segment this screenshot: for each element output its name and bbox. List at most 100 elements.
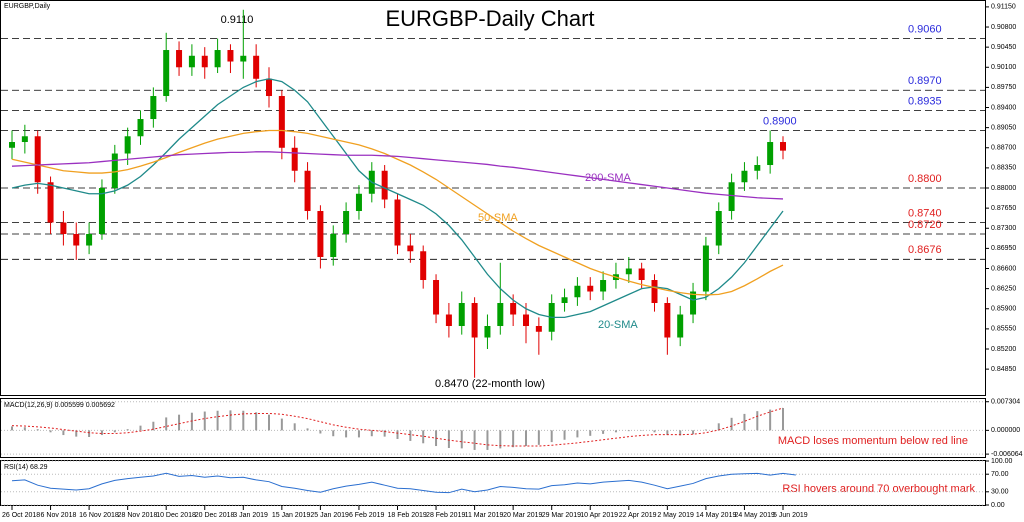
candle-body (715, 211, 722, 246)
candle-body (458, 303, 465, 327)
candle-body (625, 268, 632, 275)
x-tick-label: 10 Apr 2019 (580, 512, 618, 519)
x-tick-label: 22 Apr 2019 (619, 512, 657, 519)
y-tick-label: 0.84850 (991, 366, 1016, 373)
candle-body (433, 280, 440, 315)
y-tick-label: 0.86950 (991, 245, 1016, 252)
candle-body (523, 314, 529, 327)
y-tick-label: 30.00 (991, 489, 1009, 496)
high-annotation: 0.9110 (221, 14, 254, 26)
y-tick-label: 0.88000 (991, 185, 1016, 192)
series-label: 20-SMA (598, 319, 638, 331)
level-label: 0.8935 (908, 95, 942, 107)
candle-body (510, 303, 517, 315)
candle-body (690, 291, 697, 315)
candle-body (355, 193, 362, 212)
candle-body (21, 136, 28, 143)
candle-body (780, 142, 786, 151)
y-tick-label: 0.000000 (991, 427, 1020, 434)
level-label: 0.8970 (908, 75, 942, 87)
x-tick-label: 3 Jan 2019 (233, 512, 268, 519)
candle-body (574, 285, 581, 298)
sma-line (11, 129, 784, 296)
x-tick-label: 6 Feb 2019 (349, 512, 385, 519)
candle-body (34, 136, 41, 183)
series-label: 50-SMA (478, 212, 518, 224)
candle-body (561, 297, 568, 304)
candle-body (381, 170, 388, 200)
candle-body (330, 234, 337, 258)
candle-body (60, 222, 67, 235)
candle-body (47, 182, 54, 223)
sma-line (11, 151, 784, 200)
candle-body (188, 55, 195, 68)
x-tick-label: 24 May 2019 (734, 512, 775, 519)
candle-body (664, 303, 671, 338)
y-tick-label: -0.006064 (991, 451, 1023, 458)
y-tick-label: 0.007304 (991, 399, 1020, 406)
candle-body (407, 245, 414, 252)
symbol-header: EURGBP,Daily (4, 3, 51, 10)
candle-body (600, 280, 607, 292)
x-tick-label: 2 May 2019 (657, 512, 694, 519)
y-tick-label: 0.88700 (991, 145, 1016, 152)
series-label: 200-SMA (585, 172, 632, 184)
candle-body (754, 165, 761, 171)
candle-body (240, 55, 247, 62)
candle-body (741, 170, 748, 183)
candle-body (638, 268, 645, 281)
candle-body (587, 285, 594, 292)
x-tick-label: 14 May 2019 (696, 512, 737, 519)
y-tick-label: 0.89050 (991, 124, 1016, 131)
y-tick-label: 0.91150 (991, 4, 1016, 11)
level-label: 0.8900 (763, 115, 797, 127)
candle-body (497, 303, 504, 327)
candle-body (471, 303, 478, 338)
candle-body (9, 142, 15, 148)
y-tick-label: 0.90800 (991, 24, 1016, 31)
candle-body (317, 211, 324, 258)
candle-body (150, 96, 157, 120)
candle-body (728, 182, 735, 212)
rsi-note: RSI hovers around 70 overbought mark (782, 483, 975, 495)
y-tick-label: 0.87300 (991, 225, 1016, 232)
candle-body (677, 314, 684, 338)
level-label: 0.9060 (908, 23, 942, 35)
level-label: 0.8740 (908, 207, 942, 219)
y-tick-label: 0.89750 (991, 84, 1016, 91)
x-tick-label: 25 Jan 2019 (310, 512, 349, 519)
x-tick-label: 18 Feb 2019 (388, 512, 427, 519)
candle-body (304, 170, 311, 212)
candle-body (535, 326, 542, 332)
x-tick-label: 6 Nov 2018 (41, 512, 77, 519)
macd-panel (0, 398, 986, 458)
x-tick-label: 28 Nov 2018 (118, 512, 158, 519)
candle-body (98, 188, 105, 235)
candle-body (278, 96, 285, 148)
candle-body (484, 326, 491, 338)
level-label: 0.8720 (908, 219, 942, 231)
main-panel (0, 0, 986, 396)
candle-body (253, 55, 260, 79)
candle-body (111, 153, 118, 189)
low-annotation: 0.8470 (22-month low) (435, 378, 545, 390)
chart-title: EURGBP-Daily Chart (385, 6, 594, 31)
rsi-label: RSI(14) 68.29 (4, 464, 48, 471)
candle-body (227, 50, 234, 62)
x-tick-label: 10 Dec 2018 (156, 512, 196, 519)
x-tick-label: 20 Dec 2018 (195, 512, 235, 519)
x-tick-label: 20 Mar 2019 (503, 512, 542, 519)
x-tick-label: 5 Jun 2019 (773, 512, 808, 519)
candle-body (343, 211, 350, 235)
candle-body (445, 314, 452, 327)
y-tick-label: 0.90450 (991, 44, 1016, 51)
candle-body (201, 55, 208, 68)
candle-body (651, 280, 658, 304)
candle-body (176, 50, 183, 68)
candle-body (767, 142, 774, 166)
x-tick-label: 16 Nov 2018 (79, 512, 119, 519)
candle-body (291, 147, 298, 171)
x-tick-label: 28 Feb 2019 (426, 512, 465, 519)
